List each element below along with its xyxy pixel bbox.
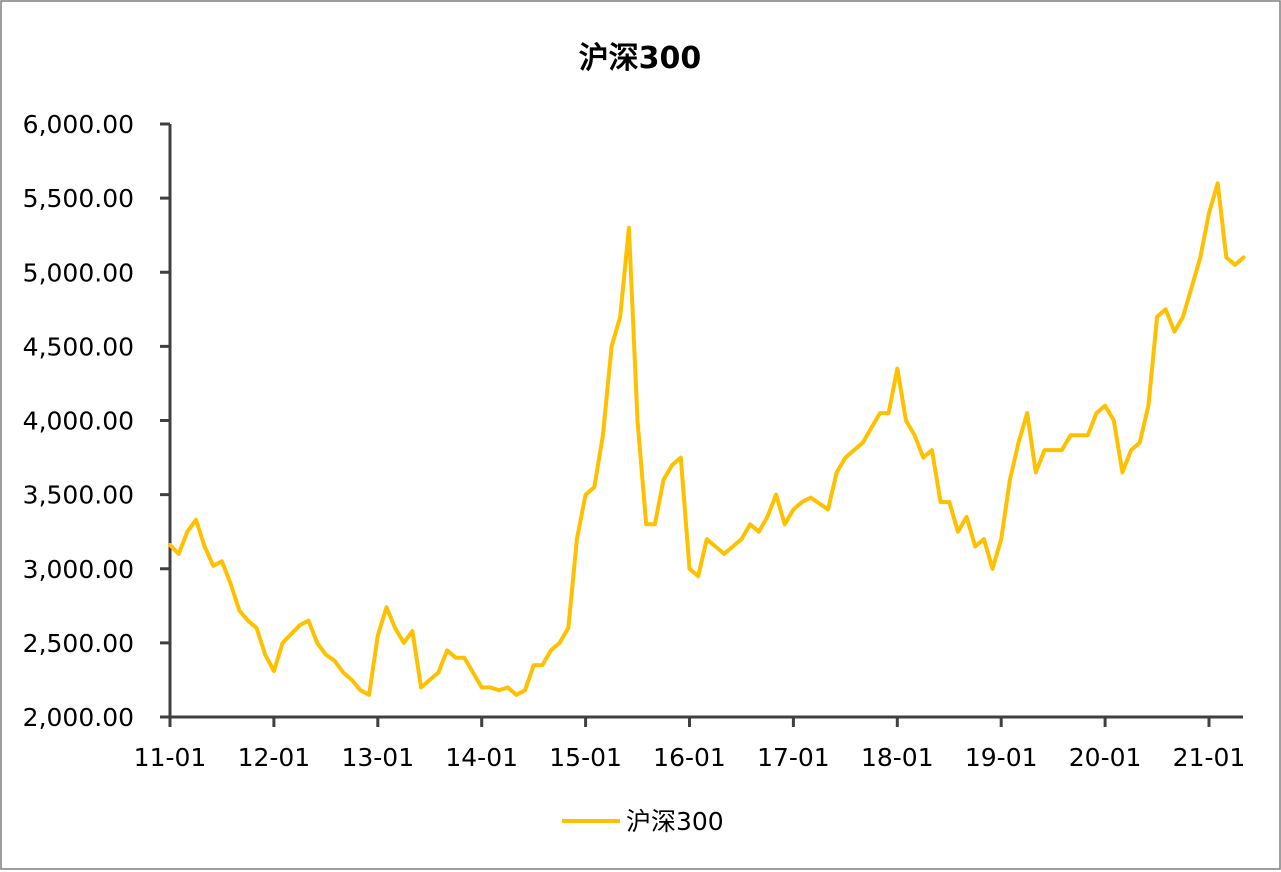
y-tick-label: 2,000.00: [23, 703, 134, 732]
x-tick-label: 15-01: [549, 743, 622, 772]
y-tick-label: 6,000.00: [23, 110, 134, 139]
legend: 沪深300: [562, 807, 724, 836]
y-tick-label: 4,000.00: [23, 407, 134, 436]
x-tick-label: 17-01: [757, 743, 830, 772]
legend-label: 沪深300: [626, 807, 724, 836]
x-tick-label: 21-01: [1173, 743, 1246, 772]
x-tick-label: 18-01: [861, 743, 934, 772]
y-tick-label: 5,500.00: [23, 184, 134, 213]
x-tick-label: 19-01: [965, 743, 1038, 772]
x-tick-label: 20-01: [1069, 743, 1142, 772]
x-tick-label: 13-01: [341, 743, 414, 772]
y-axis: 2,000.00 2,500.00 3,000.00 3,500.00 4,000.00…: [23, 110, 172, 732]
y-tick-label: 3,000.00: [23, 555, 134, 584]
x-tick-label: 12-01: [238, 743, 311, 772]
x-tick-label: 16-01: [653, 743, 726, 772]
x-tick-label: 11-01: [134, 743, 207, 772]
series-line-hs300: [168, 181, 1246, 697]
x-tick-label: 14-01: [445, 743, 518, 772]
chart-title: 沪深300: [579, 41, 702, 76]
y-tick-label: 5,000.00: [23, 258, 134, 287]
y-tick-label: 3,500.00: [23, 481, 134, 510]
x-axis: 11-01 12-01 13-01 14-01 15-01 16-01 17-01 18-01…: [134, 715, 1246, 772]
y-tick-label: 2,500.00: [23, 629, 134, 658]
y-tick-label: 4,500.00: [23, 332, 134, 361]
